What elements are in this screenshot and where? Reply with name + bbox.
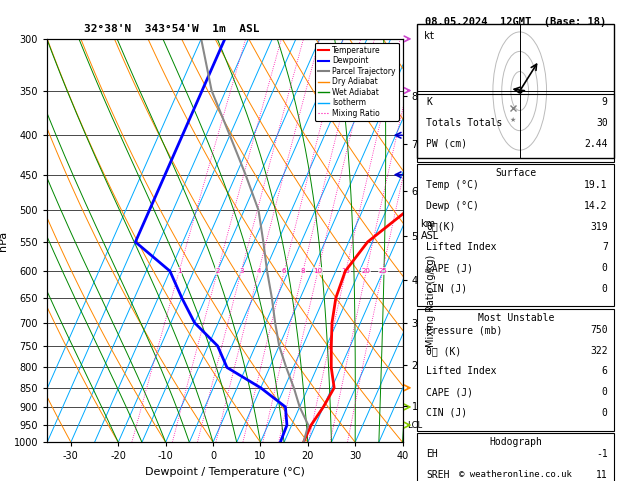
Text: 32°38'N  343°54'W  1m  ASL: 32°38'N 343°54'W 1m ASL [84, 24, 259, 34]
X-axis label: Dewpoint / Temperature (°C): Dewpoint / Temperature (°C) [145, 467, 305, 477]
Text: θᴇ (K): θᴇ (K) [426, 346, 461, 356]
Text: 4: 4 [257, 268, 261, 274]
Text: SREH: SREH [426, 470, 450, 480]
Text: PW (cm): PW (cm) [426, 139, 467, 149]
Text: kt: kt [424, 31, 435, 41]
Text: 25: 25 [378, 268, 387, 274]
Text: 0: 0 [602, 284, 608, 294]
Bar [418, 94, 614, 161]
Text: 10: 10 [313, 268, 323, 274]
Text: 20: 20 [362, 268, 370, 274]
Text: 1: 1 [177, 268, 181, 274]
Legend: Temperature, Dewpoint, Parcel Trajectory, Dry Adiabat, Wet Adiabat, Isotherm, Mi: Temperature, Dewpoint, Parcel Trajectory… [314, 43, 399, 121]
Text: 15: 15 [342, 268, 350, 274]
Text: 19.1: 19.1 [584, 180, 608, 190]
Text: © weatheronline.co.uk: © weatheronline.co.uk [459, 470, 572, 479]
Text: 322: 322 [590, 346, 608, 356]
Text: 6: 6 [602, 366, 608, 377]
Y-axis label: km
ASL: km ASL [421, 219, 439, 241]
Text: θᴇ(K): θᴇ(K) [426, 222, 455, 231]
Text: CIN (J): CIN (J) [426, 408, 467, 418]
Bar [418, 24, 614, 158]
Text: LCL: LCL [407, 420, 422, 430]
Text: Surface: Surface [495, 168, 537, 178]
Text: Totals Totals: Totals Totals [426, 118, 503, 128]
Text: 14.2: 14.2 [584, 201, 608, 211]
Text: 3: 3 [239, 268, 243, 274]
Text: 0: 0 [602, 408, 608, 418]
Text: 11: 11 [596, 470, 608, 480]
Text: 0: 0 [602, 387, 608, 397]
Text: CIN (J): CIN (J) [426, 284, 467, 294]
Text: 319: 319 [590, 222, 608, 231]
Text: CAPE (J): CAPE (J) [426, 387, 473, 397]
Text: 08.05.2024  12GMT  (Base: 18): 08.05.2024 12GMT (Base: 18) [425, 17, 606, 27]
Text: 8: 8 [301, 268, 305, 274]
Bar [418, 433, 614, 486]
Text: CAPE (J): CAPE (J) [426, 263, 473, 273]
Text: 0: 0 [602, 263, 608, 273]
Text: Hodograph: Hodograph [489, 437, 542, 447]
Text: 2: 2 [215, 268, 220, 274]
Text: Dewp (°C): Dewp (°C) [426, 201, 479, 211]
Bar [418, 164, 614, 307]
Text: 7: 7 [602, 243, 608, 252]
Text: Lifted Index: Lifted Index [426, 366, 496, 377]
Text: K: K [426, 97, 432, 107]
Text: -1: -1 [596, 449, 608, 459]
Text: EH: EH [426, 449, 438, 459]
Text: Most Unstable: Most Unstable [477, 312, 554, 323]
Text: 30: 30 [596, 118, 608, 128]
Text: Pressure (mb): Pressure (mb) [426, 325, 503, 335]
Text: Lifted Index: Lifted Index [426, 243, 496, 252]
Text: Mixing Ratio (g/kg): Mixing Ratio (g/kg) [426, 255, 436, 347]
Text: 9: 9 [602, 97, 608, 107]
Text: 750: 750 [590, 325, 608, 335]
Y-axis label: hPa: hPa [0, 230, 8, 251]
Bar [418, 309, 614, 431]
Text: 2.44: 2.44 [584, 139, 608, 149]
Text: 6: 6 [282, 268, 286, 274]
Text: ★: ★ [510, 117, 516, 123]
Text: Temp (°C): Temp (°C) [426, 180, 479, 190]
